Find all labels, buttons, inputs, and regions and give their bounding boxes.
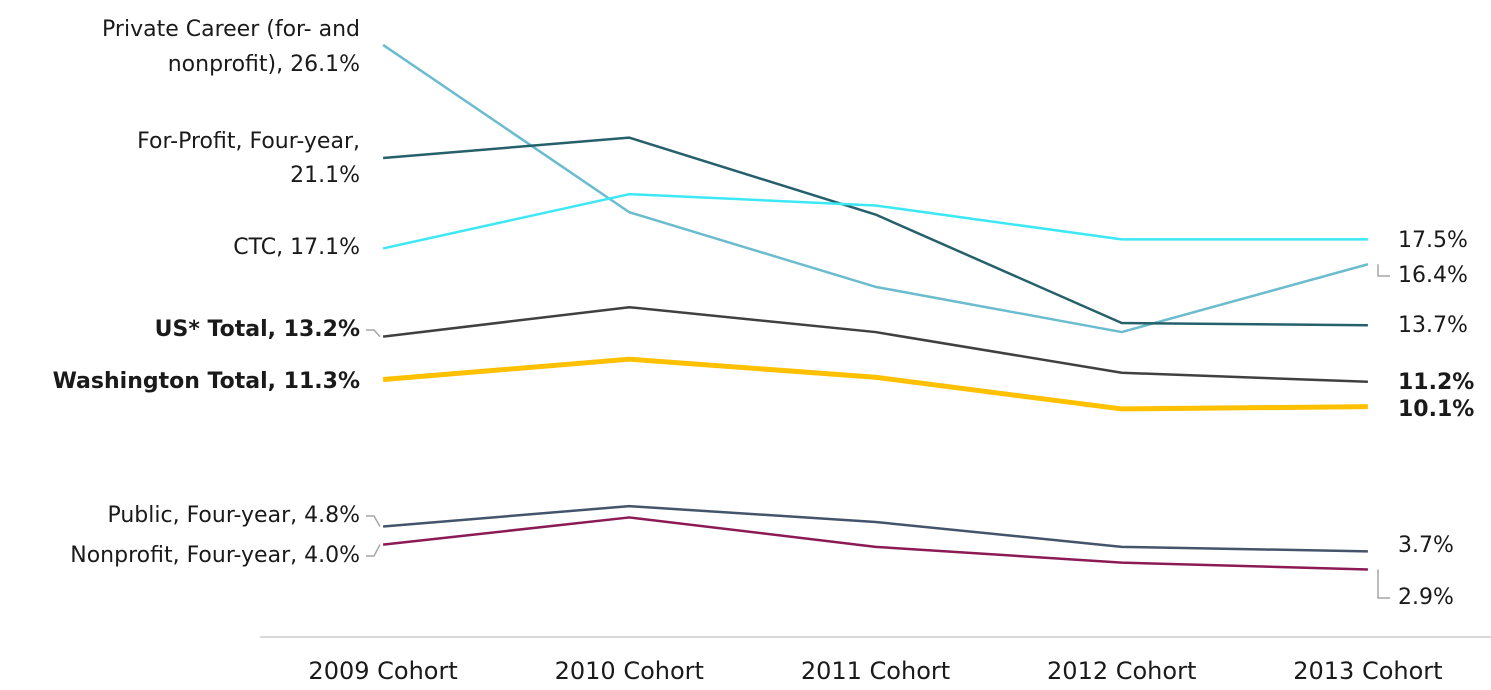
start-label: US* Total, 13.2% (155, 317, 360, 342)
leader-line (1377, 264, 1390, 277)
end-label: 10.1% (1398, 397, 1474, 422)
leader-line (366, 329, 381, 338)
series-line (382, 516, 1368, 571)
series-line (382, 136, 1368, 327)
start-label: Nonprofit, Four-year, 4.0% (70, 543, 360, 568)
x-tick-label: 2009 Cohort (308, 657, 457, 685)
series-line (382, 305, 1368, 384)
start-label: nonprofit), 26.1% (168, 52, 360, 77)
series-line (382, 356, 1368, 412)
start-label: Washington Total, 11.3% (53, 369, 360, 394)
leader-line (1377, 569, 1390, 599)
x-tick-label: 2012 Cohort (1047, 657, 1196, 685)
start-label: Public, Four-year, 4.8% (107, 503, 360, 528)
series-line (382, 504, 1368, 553)
end-label: 16.4% (1398, 263, 1468, 288)
end-label: 13.7% (1398, 313, 1468, 338)
series-line (382, 43, 1369, 334)
start-label: Private Career (for- and (102, 17, 360, 42)
start-label: For-Profit, Four-year, (137, 129, 360, 154)
x-tick-label: 2010 Cohort (555, 657, 704, 685)
leader-line (366, 515, 381, 527)
x-tick-label: 2011 Cohort (801, 657, 950, 685)
x-tick-label: 2013 Cohort (1293, 657, 1442, 685)
end-label: 3.7% (1398, 533, 1454, 558)
leader-line (366, 544, 381, 557)
end-label: 17.5% (1398, 228, 1468, 253)
start-label: 21.1% (290, 163, 360, 188)
end-label: 11.2% (1398, 370, 1474, 395)
series-line (382, 192, 1368, 250)
end-label: 2.9% (1398, 585, 1454, 610)
start-label: CTC, 17.1% (233, 235, 360, 260)
